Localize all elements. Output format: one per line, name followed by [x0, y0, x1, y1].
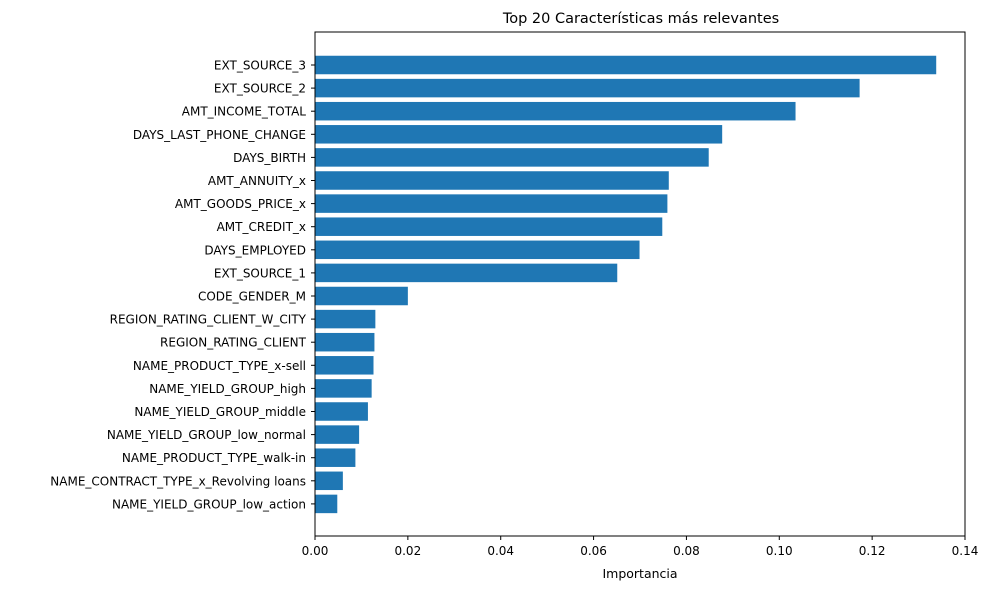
y-tick-label: DAYS_EMPLOYED [204, 243, 306, 257]
y-tick-label: AMT_ANNUITY_x [208, 174, 306, 188]
bar [315, 425, 360, 444]
y-tick-label: CODE_GENDER_M [198, 290, 306, 304]
y-tick-label: NAME_PRODUCT_TYPE_walk-in [122, 451, 306, 465]
x-tick-label: 0.14 [952, 544, 979, 558]
x-tick-label: 0.12 [859, 544, 886, 558]
bar [315, 494, 338, 514]
y-tick-label: REGION_RATING_CLIENT [160, 336, 307, 350]
y-tick-label: NAME_YIELD_GROUP_low_normal [107, 428, 306, 442]
y-tick-label: EXT_SOURCE_1 [214, 266, 306, 280]
bar [315, 309, 376, 329]
x-axis-label: Importancia [602, 566, 677, 581]
y-tick-label: NAME_CONTRACT_TYPE_x_Revolving loans [50, 474, 306, 488]
x-tick-label: 0.10 [766, 544, 793, 558]
bar [315, 448, 356, 467]
y-tick-label: NAME_YIELD_GROUP_middle [134, 405, 306, 419]
bar [315, 55, 937, 75]
bar [315, 332, 375, 352]
bar [315, 217, 663, 236]
bar [315, 263, 618, 283]
bar [315, 101, 796, 121]
bar [315, 148, 709, 167]
bar [315, 171, 669, 190]
y-axis: EXT_SOURCE_3 EXT_SOURCE_2 AMT_INCOME_TOTAL… [50, 59, 315, 511]
bar [315, 471, 343, 491]
bar [315, 125, 723, 144]
y-tick-label: NAME_PRODUCT_TYPE_x-sell [133, 359, 306, 373]
x-tick-label: 0.06 [580, 544, 607, 558]
plot-frame [314, 31, 966, 537]
bar [315, 379, 372, 398]
y-tick-label: NAME_YIELD_GROUP_low_action [112, 497, 306, 511]
y-tick-label: DAYS_BIRTH [233, 151, 306, 165]
y-tick-label: EXT_SOURCE_2 [214, 82, 306, 96]
x-tick-label: 0.08 [673, 544, 700, 558]
y-tick-label: DAYS_LAST_PHONE_CHANGE [133, 128, 306, 142]
bar [315, 240, 640, 260]
y-tick-label: EXT_SOURCE_3 [214, 59, 306, 73]
x-tick-label: 0.04 [487, 544, 514, 558]
y-tick-label: REGION_RATING_CLIENT_W_CITY [110, 313, 307, 327]
bar [315, 78, 860, 98]
bars-layer [315, 55, 937, 514]
bar [315, 356, 374, 375]
y-tick-label: AMT_GOODS_PRICE_x [175, 197, 306, 211]
bar [315, 194, 668, 213]
x-tick-label: 0.00 [302, 544, 329, 558]
y-tick-label: AMT_INCOME_TOTAL [182, 105, 307, 119]
x-axis: 0.00 0.02 0.04 0.06 0.08 0.10 0.12 0.14 [302, 536, 979, 558]
bar [315, 402, 368, 421]
y-tick-label: NAME_YIELD_GROUP_high [149, 382, 306, 396]
x-tick-label: 0.02 [394, 544, 421, 558]
bar [315, 286, 408, 306]
chart-title: Top 20 Características más relevantes [502, 11, 779, 27]
y-tick-label: AMT_CREDIT_x [217, 220, 306, 234]
